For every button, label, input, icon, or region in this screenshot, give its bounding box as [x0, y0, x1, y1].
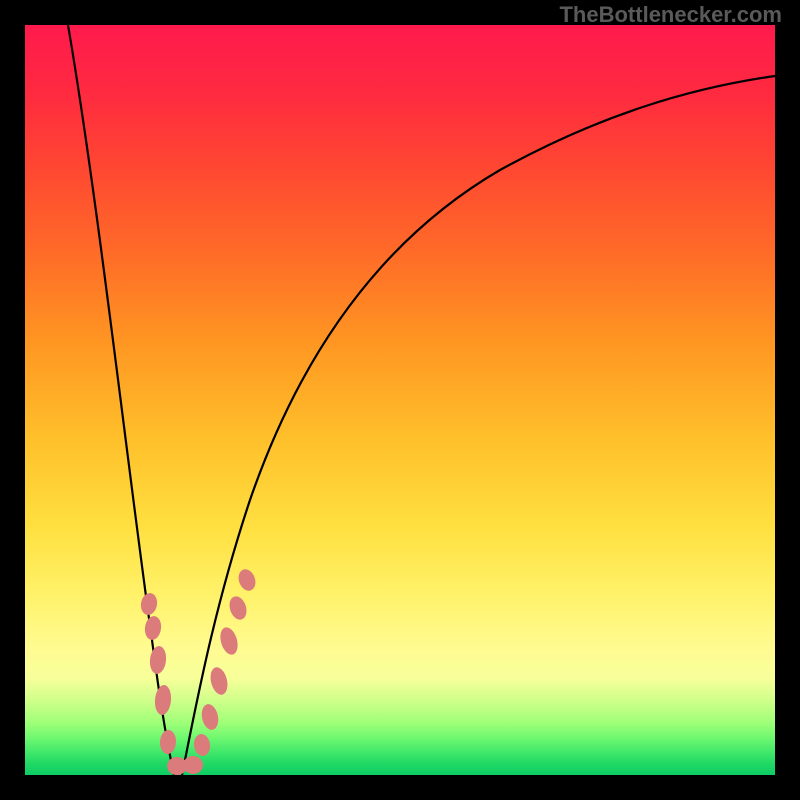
- data-marker: [143, 615, 162, 641]
- data-marker: [199, 703, 220, 732]
- marker-group: [139, 567, 258, 775]
- data-marker: [139, 592, 159, 616]
- right-curve: [182, 76, 775, 775]
- data-marker: [193, 733, 212, 757]
- data-marker: [159, 730, 176, 755]
- watermark-text: TheBottlenecker.com: [559, 2, 782, 28]
- data-marker: [236, 567, 259, 593]
- chart-frame: TheBottlenecker.com: [0, 0, 800, 800]
- data-marker: [183, 756, 203, 774]
- data-marker: [208, 665, 230, 696]
- curve-layer: [0, 0, 800, 800]
- data-marker: [217, 625, 240, 656]
- data-marker: [149, 645, 168, 675]
- data-marker: [227, 594, 250, 622]
- data-marker: [154, 684, 173, 715]
